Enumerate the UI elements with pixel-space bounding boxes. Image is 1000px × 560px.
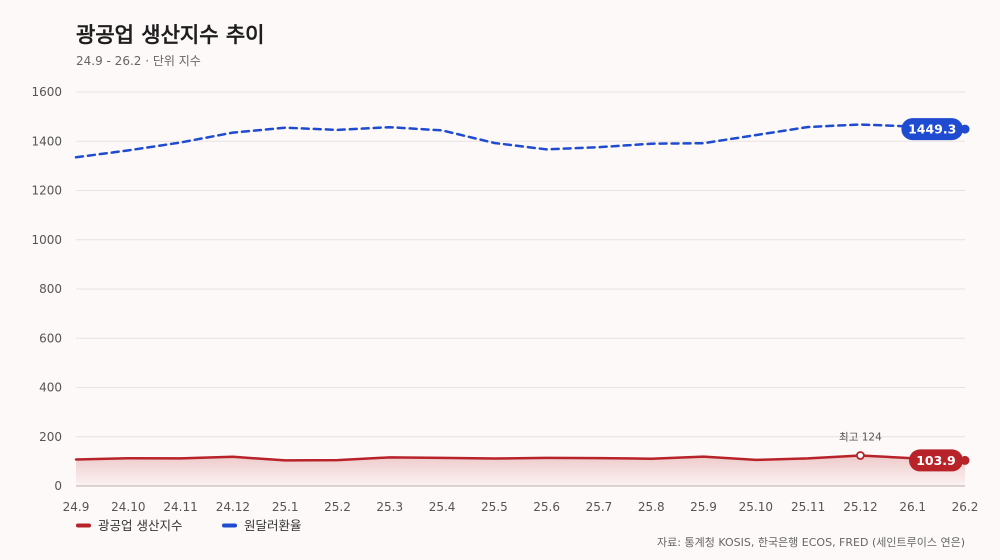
x-tick-label: 25.10: [739, 500, 773, 514]
y-tick-label: 1400: [31, 134, 62, 148]
end-value-label: 103.9: [916, 453, 956, 468]
series-layer: 103.9 1449.3: [74, 118, 970, 486]
legend-label-production: 광공업 생산지수: [98, 518, 182, 533]
y-tick-label: 1000: [31, 233, 62, 247]
y-tick-label: 0: [54, 479, 62, 493]
x-axis-ticks: 24.9 24.10 24.11 24.12 25.1 25.2 25.3 25.4 25.5 2…: [63, 500, 979, 514]
series-area-production: [76, 455, 965, 486]
x-tick-label: 25.1: [272, 500, 299, 514]
end-value-badge: [909, 449, 963, 472]
x-tick-label: 25.11: [791, 500, 825, 514]
y-tick-label: 800: [39, 282, 62, 296]
end-value-badge: [901, 118, 963, 141]
y-axis-ticks: 0 200 400 600 800 1000 1200 1400 1600: [31, 85, 62, 493]
x-tick-label: 24.11: [163, 500, 197, 514]
series-line-exchange-rate: [74, 123, 967, 159]
x-tick-label: 25.3: [376, 500, 403, 514]
x-tick-label: 25.4: [429, 500, 456, 514]
x-tick-label: 24.10: [111, 500, 145, 514]
x-tick-label: 25.2: [324, 500, 351, 514]
x-tick-label: 26.1: [899, 500, 926, 514]
gridlines: [76, 91, 965, 487]
series-line-production: [74, 454, 967, 462]
x-tick-label: 24.9: [63, 500, 90, 514]
x-tick-label: 25.12: [843, 500, 877, 514]
legend: 광공업 생산지수 원달러환율: [76, 518, 302, 533]
annotation-layer: 최고 124: [839, 431, 882, 460]
chart-subtitle: 24.9 - 26.2 · 단위 지수: [76, 54, 201, 68]
peak-annotation: 최고 124: [839, 431, 882, 443]
x-tick-label: 25.6: [533, 500, 560, 514]
y-tick-label: 1200: [31, 184, 62, 198]
legend-swatch-exchange-rate: [222, 523, 237, 528]
x-tick-label: 26.2: [952, 500, 979, 514]
x-tick-label: 25.9: [690, 500, 717, 514]
legend-label-exchange-rate: 원달러환율: [244, 518, 302, 533]
legend-swatch-production: [76, 523, 91, 528]
chart-title: 광공업 생산지수 추이: [76, 23, 265, 47]
y-tick-label: 600: [39, 331, 62, 345]
x-tick-label: 25.8: [638, 500, 665, 514]
source-note: 자료: 통계청 KOSIS, 한국은행 ECOS, FRED (세인트루이스 연…: [657, 536, 965, 549]
x-tick-label: 24.12: [216, 500, 250, 514]
y-tick-label: 200: [39, 430, 62, 444]
peak-marker: [856, 451, 865, 460]
end-value-label: 1449.3: [908, 122, 956, 137]
y-tick-label: 400: [39, 381, 62, 395]
x-tick-label: 25.7: [586, 500, 613, 514]
y-tick-label: 1600: [31, 85, 62, 99]
x-tick-label: 25.5: [481, 500, 508, 514]
